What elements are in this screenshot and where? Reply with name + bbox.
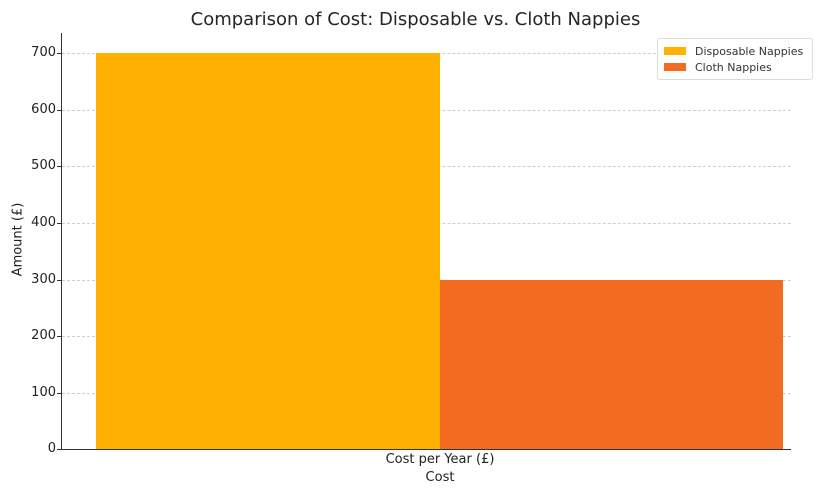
legend-item-disposable: Disposable Nappies — [664, 44, 803, 58]
ytick-label: 100 — [31, 385, 56, 400]
ytick-mark — [57, 166, 61, 167]
legend-label: Cloth Nappies — [695, 60, 772, 74]
chart-title: Comparison of Cost: Disposable vs. Cloth… — [190, 9, 641, 30]
bar-cloth-nappies — [440, 280, 783, 449]
legend-swatch-icon — [664, 63, 686, 71]
ytick-mark — [57, 223, 61, 224]
ytick-mark — [57, 393, 61, 394]
bar-disposable-nappies — [96, 53, 440, 449]
ytick-mark — [57, 110, 61, 111]
x-tick-label: Cost per Year (£) — [385, 452, 495, 467]
ytick-label: 200 — [31, 328, 56, 343]
legend-label: Disposable Nappies — [695, 44, 804, 58]
ytick-mark — [57, 280, 61, 281]
ytick-mark — [57, 336, 61, 337]
ytick-label: 500 — [31, 158, 56, 173]
y-axis-label: Amount (£) — [10, 202, 26, 277]
ytick-label: 700 — [31, 45, 56, 60]
ytick-label: 0 — [47, 441, 56, 456]
ytick-mark — [57, 53, 61, 54]
ytick-label: 400 — [31, 215, 56, 230]
ytick-label: 300 — [31, 272, 56, 287]
legend-item-cloth: Cloth Nappies — [664, 60, 772, 74]
ytick-label: 600 — [31, 102, 56, 117]
ytick-mark — [57, 449, 61, 450]
y-axis-line — [61, 33, 62, 450]
legend: Disposable Nappies Cloth Nappies — [657, 38, 813, 80]
legend-swatch-icon — [664, 47, 686, 55]
x-axis-label: Cost — [425, 470, 455, 485]
x-axis-line — [61, 449, 791, 450]
